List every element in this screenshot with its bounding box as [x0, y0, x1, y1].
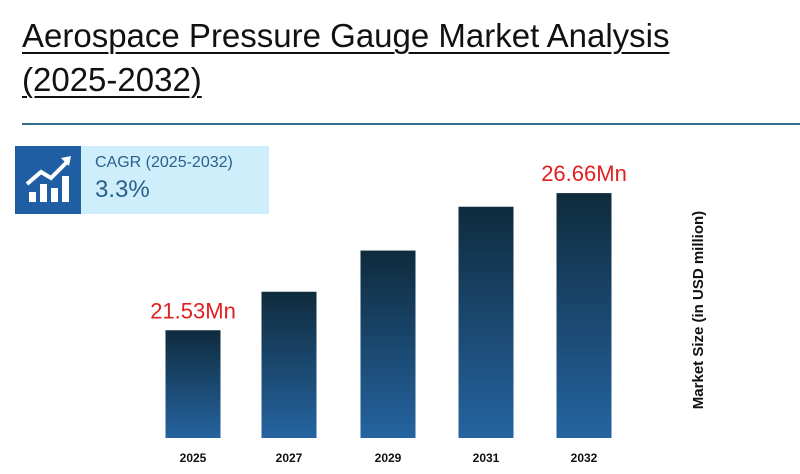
growth-chart-icon	[15, 146, 81, 214]
bar-2027	[261, 291, 317, 438]
bar-2025	[165, 330, 221, 438]
cagr-value: 3.3%	[95, 176, 150, 203]
bar-2031	[458, 206, 514, 438]
y-axis-label: Market Size (in USD million)	[690, 210, 707, 410]
page-title: Aerospace Pressure Gauge Market Analysis…	[22, 17, 670, 98]
data-label-2032: 26.66Mn	[541, 161, 627, 186]
x-tick-label-2027: 2027	[276, 451, 303, 465]
x-tick-label-2025: 2025	[180, 451, 207, 465]
x-tick-label-2032: 2032	[571, 451, 598, 465]
title-divider	[22, 123, 800, 125]
cagr-callout: CAGR (2025-2032) 3.3%	[15, 146, 269, 214]
x-tick-label-2031: 2031	[473, 451, 500, 465]
cagr-label: CAGR (2025-2032)	[95, 154, 233, 171]
x-tick-label-2029: 2029	[375, 451, 402, 465]
bar-2032	[556, 193, 612, 438]
data-label-2025: 21.53Mn	[150, 298, 236, 323]
bar-2029	[360, 250, 416, 438]
